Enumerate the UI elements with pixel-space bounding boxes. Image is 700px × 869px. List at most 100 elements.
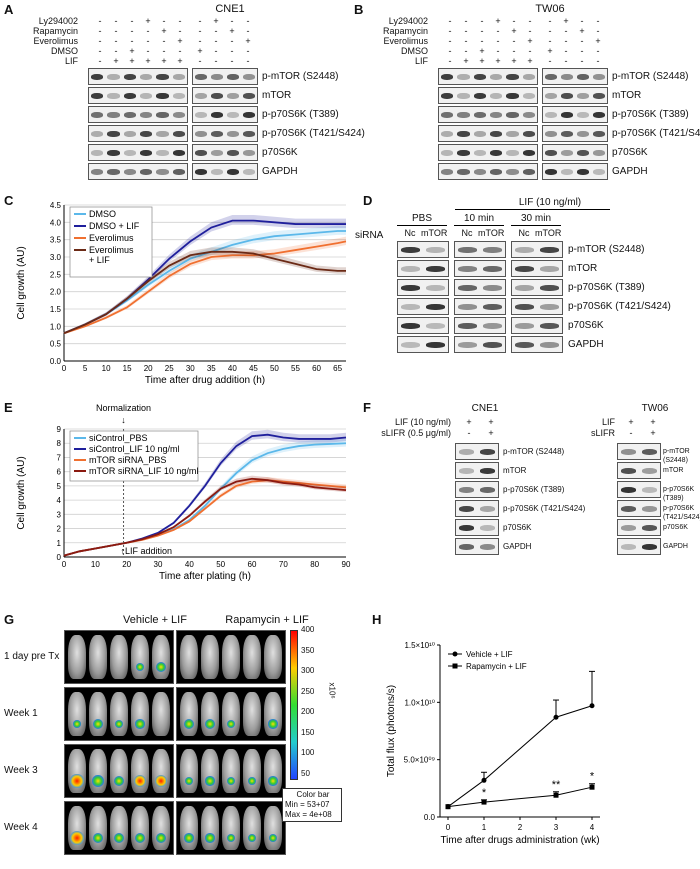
blot-a-band-right bbox=[192, 106, 258, 123]
blot-f-right-band bbox=[617, 481, 661, 498]
blot-b-sign: - bbox=[548, 16, 552, 26]
band-signal bbox=[401, 304, 420, 310]
band-signal bbox=[242, 112, 256, 118]
blot-a-sign: + bbox=[245, 36, 251, 46]
band-signal bbox=[473, 112, 487, 118]
mouse-image bbox=[131, 806, 149, 850]
band-signal bbox=[483, 323, 502, 329]
luminescence-signal bbox=[268, 719, 278, 729]
blot-b-sign: - bbox=[564, 56, 568, 66]
blot-b-sign: + bbox=[527, 56, 533, 66]
band-signal bbox=[107, 150, 120, 156]
band-signal bbox=[123, 169, 137, 175]
band-signal bbox=[123, 150, 137, 156]
band-signal bbox=[489, 93, 503, 99]
blot-a-sign: - bbox=[230, 36, 234, 46]
band-signal bbox=[156, 93, 169, 99]
band-signal bbox=[479, 487, 496, 493]
band-signal bbox=[440, 131, 454, 137]
band-signal bbox=[226, 131, 240, 137]
mouse-image bbox=[264, 635, 282, 679]
blot-a-sign: + bbox=[213, 16, 219, 26]
band-signal bbox=[194, 131, 208, 137]
blot-f-left-band bbox=[455, 443, 499, 460]
panel-letter-b: B bbox=[354, 2, 364, 17]
band-signal bbox=[90, 93, 104, 99]
y-tick-label: 5.0×10⁰⁹ bbox=[404, 756, 435, 765]
blot-d-band bbox=[511, 279, 563, 296]
x-tick-label: 40 bbox=[228, 364, 237, 373]
x-tick-label: 65 bbox=[333, 364, 342, 373]
blot-a-sign: - bbox=[246, 56, 250, 66]
band-signal bbox=[457, 112, 470, 118]
band-signal bbox=[401, 285, 420, 291]
blot-a-sign: - bbox=[198, 16, 202, 26]
blot-a-sign: - bbox=[98, 56, 102, 66]
mouse-image bbox=[222, 635, 240, 679]
mouse-image bbox=[180, 635, 198, 679]
luminescence-signal bbox=[70, 831, 84, 845]
band-signal bbox=[641, 506, 658, 512]
blot-b-treatment-label: Ly294002 bbox=[388, 16, 428, 26]
mouse-image bbox=[89, 806, 107, 850]
blot-f-right-band bbox=[617, 500, 661, 517]
mouse-image bbox=[89, 692, 107, 736]
band-signal bbox=[560, 150, 574, 156]
band-signal bbox=[620, 468, 637, 474]
blot-b-sign: - bbox=[480, 26, 484, 36]
y-tick-label: 2 bbox=[57, 525, 62, 534]
imaging-frame bbox=[176, 801, 286, 855]
imaging-frame bbox=[176, 630, 286, 684]
band-signal bbox=[458, 449, 475, 455]
blot-a-sign: - bbox=[98, 46, 102, 56]
blot-b-sign: - bbox=[580, 46, 584, 56]
luminescence-signal bbox=[226, 833, 236, 843]
band-signal bbox=[641, 525, 658, 531]
panel-letter-g: G bbox=[4, 612, 15, 627]
band-signal bbox=[506, 112, 519, 118]
legend-label: Rapamycin + LIF bbox=[466, 662, 527, 671]
blot-b-band-right bbox=[542, 144, 608, 161]
y-tick-label: 4.5 bbox=[50, 201, 62, 210]
band-signal bbox=[194, 112, 208, 118]
band-signal bbox=[592, 131, 606, 137]
blot-a-sign: - bbox=[98, 36, 102, 46]
color-bar-tick-label: 50 bbox=[301, 768, 310, 778]
blot-d-group-label: 10 min bbox=[463, 213, 494, 224]
mouse-image bbox=[264, 692, 282, 736]
mouse-image bbox=[243, 635, 261, 679]
normalization-label: Normalization bbox=[96, 403, 151, 413]
band-signal bbox=[90, 131, 104, 137]
significance-mark: ** bbox=[552, 779, 561, 791]
blot-b-sign: - bbox=[596, 26, 600, 36]
color-bar-tick-label: 150 bbox=[301, 727, 315, 737]
band-signal bbox=[560, 131, 574, 137]
blot-f-right-band-label: p70S6K bbox=[663, 524, 688, 531]
blot-a-sign: - bbox=[130, 16, 134, 26]
mouse-image bbox=[222, 692, 240, 736]
blot-f-right-band bbox=[617, 538, 661, 555]
band-signal bbox=[426, 266, 445, 272]
blot-b-treatment-label: DMSO bbox=[401, 46, 428, 56]
y-tick-label: 1.5×10¹⁰ bbox=[404, 641, 435, 650]
band-signal bbox=[479, 506, 496, 512]
blot-d-band bbox=[454, 260, 506, 277]
band-signal bbox=[172, 74, 186, 80]
luminescence-signal bbox=[226, 776, 236, 786]
mouse-image bbox=[243, 749, 261, 793]
band-signal bbox=[139, 131, 153, 137]
blot-b-band-left bbox=[438, 87, 538, 104]
blot-a-sign: - bbox=[98, 26, 102, 36]
blot-d-band-label: GAPDH bbox=[568, 339, 604, 350]
legend-box bbox=[69, 206, 153, 278]
blot-a-sign: - bbox=[214, 36, 218, 46]
band-signal bbox=[172, 169, 186, 175]
band-signal bbox=[123, 131, 137, 137]
luminescence-signal bbox=[135, 662, 145, 672]
blot-b-band-left bbox=[438, 163, 538, 180]
band-signal bbox=[473, 74, 487, 80]
blot-f-right-band-label: p-p70S6K (T421/S424) bbox=[663, 505, 700, 521]
blot-b-sign: - bbox=[596, 16, 600, 26]
blot-b-sign: + bbox=[463, 56, 469, 66]
band-signal bbox=[226, 93, 240, 99]
